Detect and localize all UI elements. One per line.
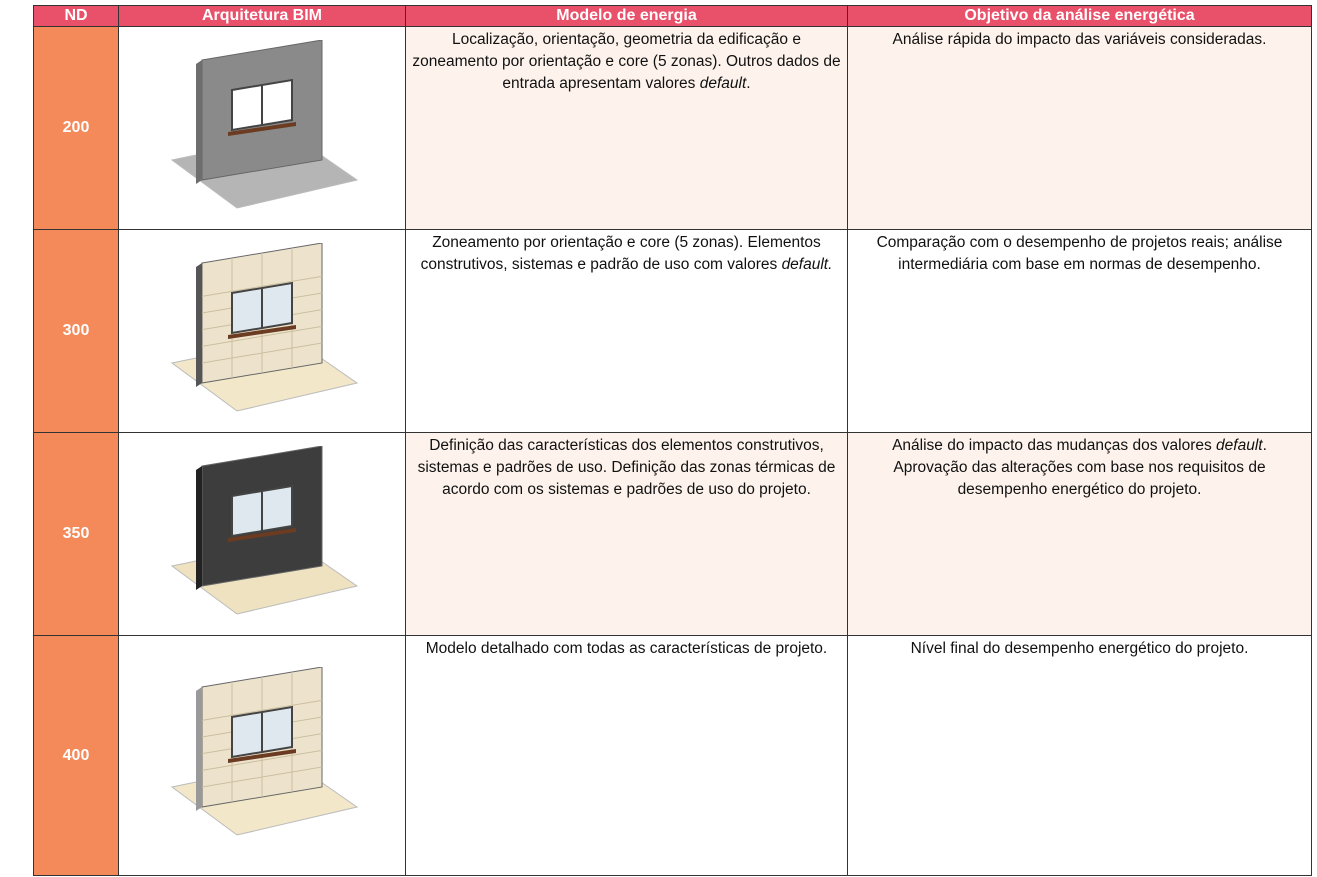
image-cell: [118, 229, 406, 433]
table-row: 200 Localização, orientação, geometria d…: [33, 26, 1312, 230]
text-segment: Comparação com o desempenho de projetos …: [876, 234, 1283, 273]
wall-illustration: [170, 666, 359, 836]
table-row: 350 Definição das características dos el…: [33, 432, 1312, 636]
image-cell: [118, 635, 406, 876]
model-cell: Modelo detalhado com todas as caracterís…: [405, 635, 848, 876]
header-row: ND Arquitetura BIM Modelo de energia Objeti…: [33, 5, 1312, 27]
header-cell: ND: [33, 5, 119, 27]
wall-illustration: [170, 444, 359, 615]
wall-illustration: [170, 38, 359, 209]
text-segment: default: [1216, 437, 1263, 454]
image-cell: [118, 26, 406, 230]
header-cell: Arquitetura BIM: [118, 5, 406, 27]
objective-cell: Comparação com o desempenho de projetos …: [847, 229, 1312, 433]
text-segment: Zoneamento por orientação e core (5 zona…: [420, 234, 821, 273]
nd-cell: 200: [33, 26, 119, 230]
objective-cell: Nível final do desempenho energético do …: [847, 635, 1312, 876]
image-cell: [118, 432, 406, 636]
text-segment: .: [746, 75, 751, 92]
text-segment: Modelo detalhado com todas as caracterís…: [425, 640, 828, 657]
objective-cell: Análise rápida do impacto das variáveis …: [847, 26, 1312, 230]
table: ND Arquitetura BIM Modelo de energia Objeti…: [33, 5, 1312, 876]
text-segment: Localização, orientação, geometria da ed…: [412, 31, 841, 92]
text-segment: Definição das características dos elemen…: [417, 437, 836, 498]
table-row: 400 Modelo detalhado com todas as caract…: [33, 635, 1312, 876]
text-segment: Análise rápida do impacto das variáveis …: [892, 31, 1267, 48]
objective-cell: Análise do impacto das mudanças dos valo…: [847, 432, 1312, 636]
header-cell: Objetivo da análise energética: [847, 5, 1312, 27]
text-segment: default: [699, 75, 747, 92]
text-segment: default.: [781, 256, 833, 273]
text-segment: . Aprovação das alterações com base nos …: [893, 437, 1267, 498]
wall-illustration: [170, 241, 359, 412]
table-row: 300 Zoneamento por orientação e core (5 …: [33, 229, 1312, 433]
nd-cell: 350: [33, 432, 119, 636]
model-cell: Definição das características dos elemen…: [405, 432, 848, 636]
text-segment: Análise do impacto das mudanças dos valo…: [892, 437, 1217, 454]
model-cell: Localização, orientação, geometria da ed…: [405, 26, 848, 230]
nd-cell: 400: [33, 635, 119, 876]
nd-cell: 300: [33, 229, 119, 433]
text-segment: Nível final do desempenho energético do …: [910, 640, 1249, 657]
header-cell: Modelo de energia: [405, 5, 848, 27]
model-cell: Zoneamento por orientação e core (5 zona…: [405, 229, 848, 433]
